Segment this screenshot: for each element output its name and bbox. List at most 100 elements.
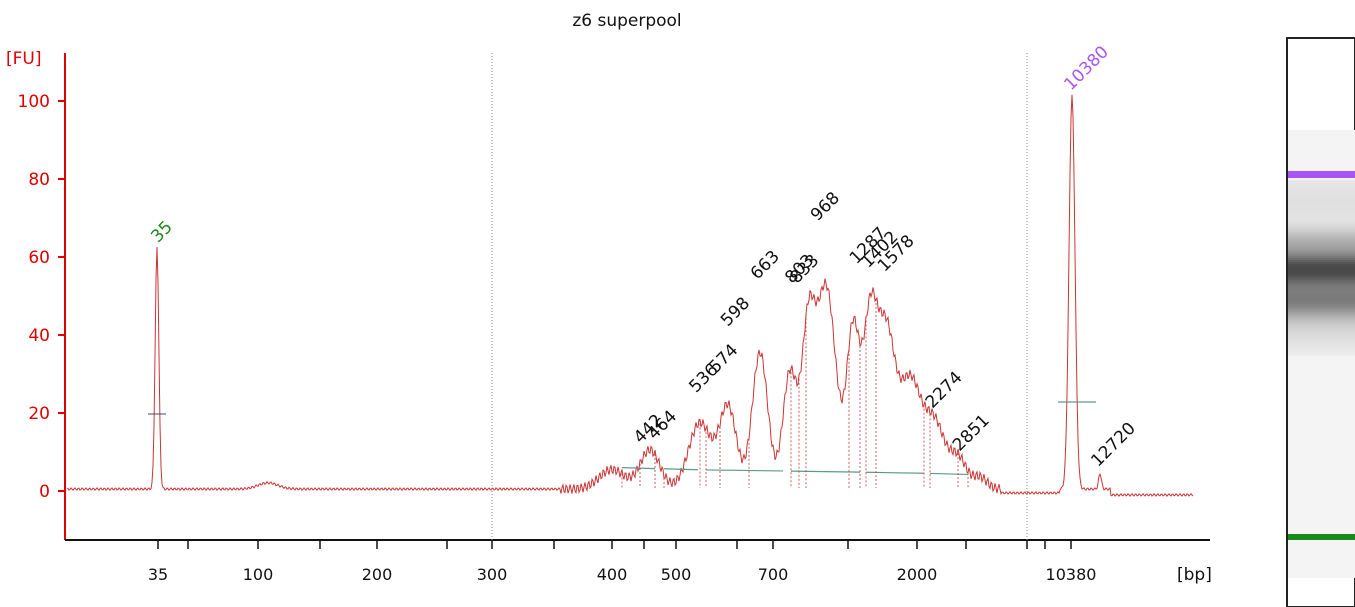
gel-band [1288, 284, 1355, 286]
gel-band [1288, 238, 1355, 240]
gel-band [1288, 246, 1355, 248]
y-tick-label: 0 [39, 482, 50, 502]
y-tick-label: 100 [18, 92, 50, 112]
gel-band [1288, 292, 1355, 294]
gel-band [1288, 222, 1355, 224]
gel-band [1288, 228, 1355, 230]
gel-band [1288, 272, 1355, 274]
x-tick-label: 100 [243, 565, 274, 584]
peak-label: 968 [807, 188, 844, 225]
gel-band [1288, 294, 1355, 296]
gel-band [1288, 278, 1355, 280]
y-axis-label: [FU] [6, 49, 42, 69]
gel-band [1288, 270, 1355, 272]
gel-band [1288, 254, 1355, 256]
gel-band [1288, 344, 1355, 346]
gel-band [1288, 318, 1355, 320]
gel-band [1288, 220, 1355, 222]
gel-band [1288, 234, 1355, 236]
gel-band [1288, 240, 1355, 242]
gel-band [1288, 288, 1355, 290]
gel-band [1288, 304, 1355, 306]
gel-band [1288, 244, 1355, 246]
gel-band [1288, 232, 1355, 234]
gel-band [1288, 336, 1355, 338]
gel-lower-marker-band [1288, 534, 1355, 540]
gel-band [1288, 266, 1355, 268]
gel-band [1288, 180, 1355, 182]
gel-band [1288, 242, 1355, 244]
baseline-segment [929, 472, 969, 476]
gel-band [1288, 332, 1355, 334]
gel-band [1288, 338, 1355, 340]
gel-band [1288, 258, 1355, 260]
marker-peak-label: 35 [147, 217, 176, 246]
gel-band [1288, 296, 1355, 298]
gel-band [1288, 308, 1355, 310]
gel-band [1288, 330, 1355, 332]
gel-band [1288, 290, 1355, 292]
gel-band [1288, 210, 1355, 212]
gel-band [1288, 310, 1355, 312]
gel-band [1288, 322, 1355, 324]
peak-label: 598 [717, 294, 754, 331]
gel-band [1288, 230, 1355, 232]
gel-band [1288, 306, 1355, 308]
chart-title: z6 superpool [572, 11, 681, 31]
baseline-segment [663, 468, 699, 471]
gel-band [1288, 320, 1355, 322]
gel-band [1288, 316, 1355, 318]
gel-upper-marker-band [1288, 171, 1355, 178]
gel-band [1288, 204, 1355, 206]
peak-label: 12720 [1087, 419, 1139, 471]
gel-band [1288, 282, 1355, 284]
gel-band [1288, 184, 1355, 186]
gel-band [1288, 192, 1355, 194]
gel-band [1288, 312, 1355, 314]
gel-band [1288, 350, 1355, 352]
gel-band [1288, 324, 1355, 326]
gel-band [1288, 302, 1355, 304]
gel-band [1288, 354, 1355, 356]
gel-band [1288, 196, 1355, 198]
gel-band [1288, 198, 1355, 200]
gel-band [1288, 260, 1355, 262]
x-tick-label: 10380 [1046, 565, 1097, 584]
gel-lane-image [1286, 37, 1355, 607]
x-tick-label: 300 [477, 565, 508, 584]
electropherogram-trace [66, 94, 1194, 497]
gel-band [1288, 348, 1355, 350]
gel-band [1288, 194, 1355, 196]
gel-band [1288, 202, 1355, 204]
gel-band [1288, 250, 1355, 252]
gel-band [1288, 188, 1355, 190]
gel-band [1288, 214, 1355, 216]
x-axis-label: [bp] [1177, 565, 1212, 585]
peak-label: 663 [747, 247, 784, 284]
x-tick-label: 400 [597, 565, 628, 584]
gel-band [1288, 314, 1355, 316]
y-tick-label: 60 [28, 248, 50, 268]
gel-band [1288, 300, 1355, 302]
gel-band [1288, 262, 1355, 264]
y-tick-label: 80 [28, 170, 50, 190]
gel-band [1288, 280, 1355, 282]
gel-band [1288, 342, 1355, 344]
gel-band [1288, 264, 1355, 266]
gel-band [1288, 186, 1355, 188]
gel-band [1288, 208, 1355, 210]
gel-band [1288, 286, 1355, 288]
gel-band [1288, 276, 1355, 278]
gel-band [1288, 248, 1355, 250]
peak-label: 2851 [949, 411, 994, 456]
peak-label: 2274 [922, 368, 967, 413]
gel-band [1288, 226, 1355, 228]
x-tick-label: 2000 [897, 565, 938, 584]
gel-band [1288, 182, 1355, 184]
gel-band [1288, 252, 1355, 254]
y-tick-label: 40 [28, 326, 50, 346]
gel-band [1288, 206, 1355, 208]
gel-band [1288, 190, 1355, 192]
gel-band [1288, 298, 1355, 300]
gel-band [1288, 268, 1355, 270]
